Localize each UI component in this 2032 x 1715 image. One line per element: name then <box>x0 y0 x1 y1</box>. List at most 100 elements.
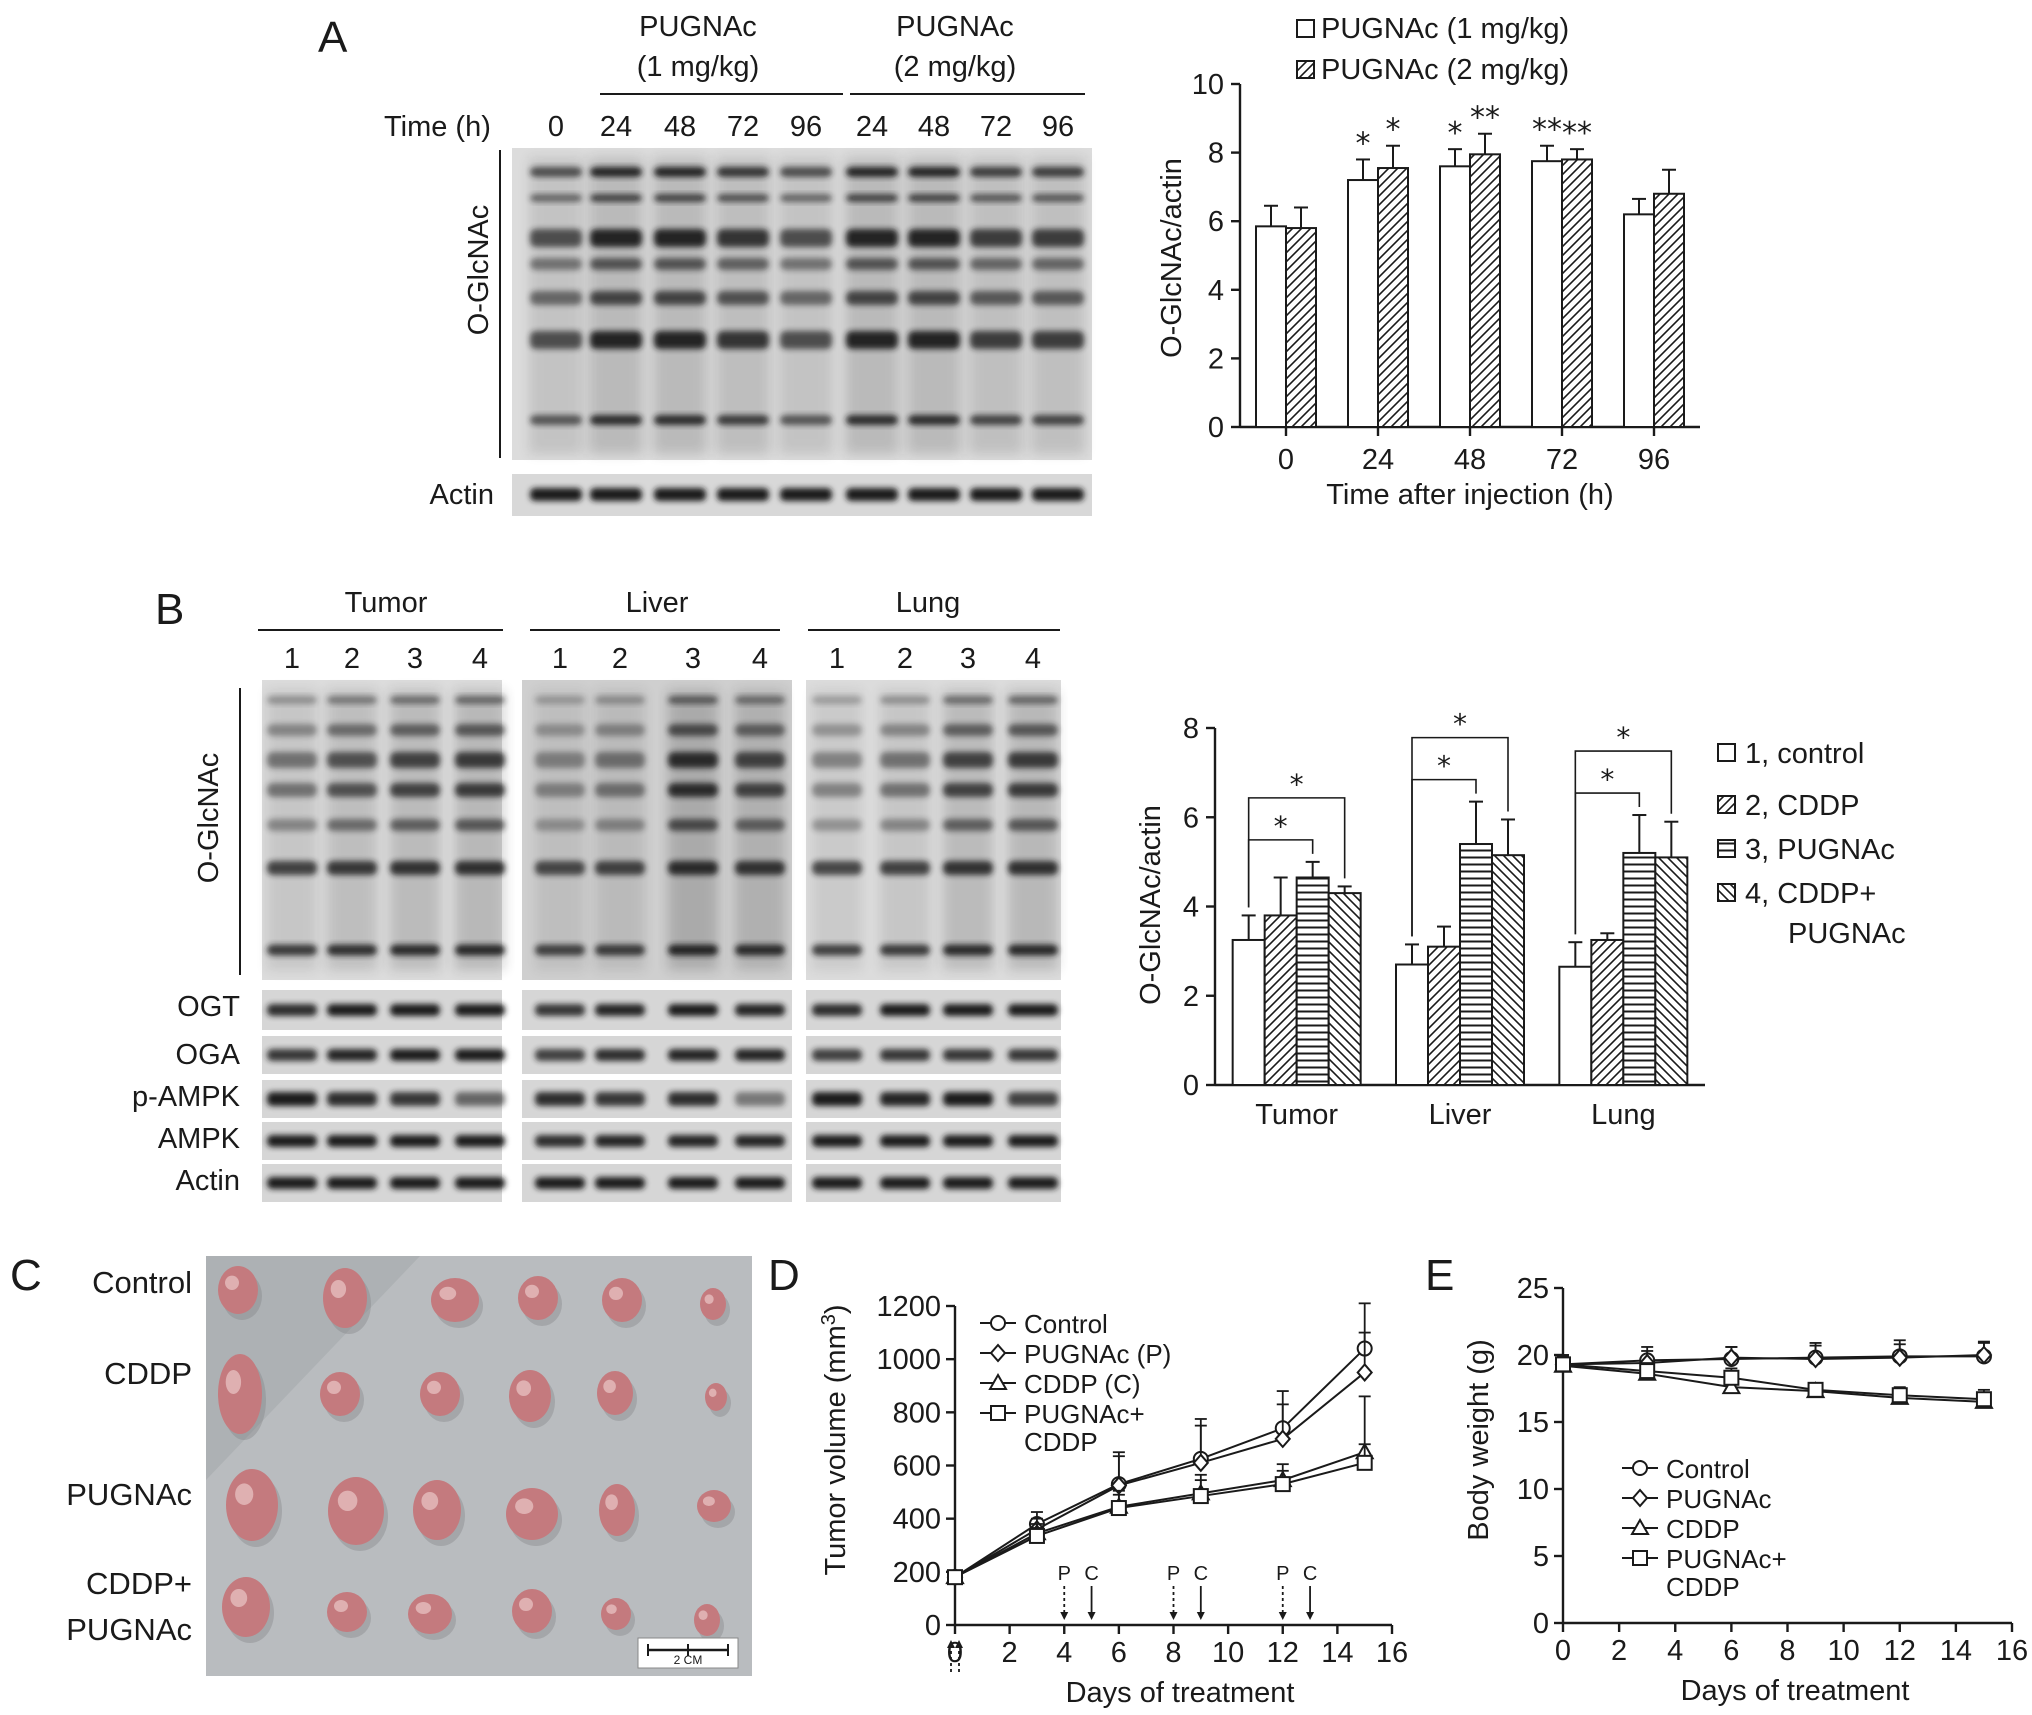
photo-c-tumor-r3-4 <box>506 1488 558 1540</box>
chart-e-x-tick-label-4: 4 <box>1667 1635 1683 1667</box>
blot-b-lung-lane-3: 3 <box>960 643 976 675</box>
blot-a-lane-2-label: 24 <box>600 111 632 143</box>
chart-d-annotation-6-label: C <box>1303 1563 1317 1585</box>
blot-b-tumor-band-l2-r6 <box>327 861 377 875</box>
chart-b-bar-s3-c3 <box>1622 851 1657 1087</box>
chart-a-x-tick-label-72: 72 <box>1546 444 1578 476</box>
chart-e-series-2-point-6 <box>1975 1345 1993 1365</box>
chart-b-legend-label-1: 1, control <box>1745 738 1864 770</box>
photo-c-tumor-r2-4 <box>509 1370 551 1422</box>
blot-b-lung-actin-band-1 <box>812 1177 862 1189</box>
blot-b-tumor-band-l1-r4 <box>267 783 317 797</box>
photo-c-tumor-r2-6-highlight <box>708 1388 717 1398</box>
photo-c-tumor-r1-4 <box>518 1276 558 1320</box>
chart-a-bar-s2-c4-significance: ** <box>1562 116 1592 151</box>
blot-a-band-l3-r2 <box>654 194 706 202</box>
chart-e-legend-label-3: CDDP <box>1666 1514 1740 1544</box>
blot-b-lung-band-l2-r7 <box>880 944 930 956</box>
chart-e-legend-label-1: Control <box>1666 1454 1750 1484</box>
chart-a-bar-s1-c3 <box>1439 165 1471 428</box>
blot-b-lung-oga-band-2 <box>880 1049 930 1061</box>
chart-b-legend-label-2: 2, CDDP <box>1745 790 1859 822</box>
blot-b-tissue-lung: Lung <box>896 587 961 619</box>
blot-a-band-l9-r2 <box>1032 194 1084 202</box>
blot-b-liver-band-l2-r1 <box>595 696 645 704</box>
blot-b-row-label-oga: OGA <box>176 1039 241 1071</box>
chart-b-y-tick-label-6: 6 <box>1183 802 1199 834</box>
chart-d-annotation-6-arrow-head <box>1306 1612 1315 1620</box>
photo-c-row-label-pugnac: PUGNAc <box>66 1477 192 1512</box>
blot-b-tumor-band-l4-r2 <box>455 724 505 736</box>
blot-a-band-l8-r2 <box>970 194 1022 202</box>
chart-e-y-tick-label-20: 20 <box>1517 1340 1549 1372</box>
photo-c-tumor-r1-5-highlight <box>609 1286 623 1300</box>
blot-b-tumor-band-l1-r5 <box>267 819 317 831</box>
photo-c-tumor-r4-6-highlight <box>698 1610 708 1620</box>
blot-b-tissue-tumor: Tumor <box>345 587 428 619</box>
chart-e-ylabel: Body weight (g) <box>1463 1339 1495 1541</box>
photo-c-tumor-r4-1 <box>222 1577 270 1637</box>
blot-a-band-l4-r1 <box>717 167 769 177</box>
blot-b-liver-band-l2-r3 <box>595 752 645 768</box>
chart-d-annotation-2-arrow-head <box>1087 1612 1096 1620</box>
blot-b-tumor-band-l3-r6 <box>390 861 440 875</box>
panel-letter-d: D <box>768 1251 800 1300</box>
blot-b-row-label-actin: Actin <box>176 1165 240 1197</box>
chart-d-start-arrow-head-2 <box>955 1640 963 1648</box>
blot-b-row-label-oglcnac: O-GlcNAc <box>193 753 225 884</box>
blot-b-liver-band-l1-r3 <box>535 752 585 768</box>
photo-c-row-label-combo-line1: CDDP+ <box>86 1566 192 1601</box>
blot-b-lung-band-l1-r4 <box>812 783 862 797</box>
blot-b-liver-ogt-band-1 <box>535 1004 585 1016</box>
chart-d-y-tick-label-600: 600 <box>893 1451 941 1483</box>
blot-b-lung-p-ampk-band-1 <box>812 1092 862 1106</box>
panel-letter-c: C <box>10 1251 42 1300</box>
blot-b-liver-band-l2-r5 <box>595 819 645 831</box>
blot-a-band-l8-r7 <box>970 415 1022 425</box>
chart-e-y-tick-label-25: 25 <box>1517 1273 1549 1305</box>
chart-e-series-4-point-1 <box>1555 1356 1571 1373</box>
chart-b-y-tick-label-8: 8 <box>1183 713 1199 745</box>
blot-b-liver-band-l2-r7 <box>595 944 645 956</box>
photo-c-tumor-r4-5-highlight <box>606 1604 617 1614</box>
blot-b-lung-band-l4-r2 <box>1008 724 1058 736</box>
blot-a-band-l8-r4 <box>970 258 1022 270</box>
panel-d-chart: Tumor volume (mm3) Days of treatment 0 2 4… <box>818 1291 1408 1709</box>
blot-b-liver-ogt-band-4 <box>735 1004 785 1016</box>
blot-a-band-l5-r3 <box>780 229 832 247</box>
blot-b-liver-p-ampk-band-2 <box>595 1092 645 1106</box>
blot-b-liver-actin-band-4 <box>735 1177 785 1189</box>
blot-b-tumor-ampk-band-2 <box>327 1135 377 1147</box>
blot-b-lung-band-l4-r5 <box>1008 819 1058 831</box>
blot-b-row-label-p-ampk: p-AMPK <box>132 1081 241 1113</box>
chart-e-y-tick-label-15: 15 <box>1517 1407 1549 1439</box>
blot-b-lung-band-l3-r7 <box>943 944 993 956</box>
blot-a-band-l9-r4 <box>1032 258 1084 270</box>
chart-e-series-3-line <box>1562 1364 1984 1403</box>
photo-c-tumor-r3-5 <box>599 1484 635 1536</box>
photo-c-tumor-r2-3 <box>420 1372 460 1416</box>
chart-e-series-4-point-5 <box>1891 1387 1908 1404</box>
blot-b-tumor-band-l1-r1 <box>267 696 317 704</box>
blot-a-band-l6-r1 <box>846 167 898 177</box>
chart-d-annotation-2-label: C <box>1084 1563 1098 1585</box>
chart-b-significance-6-bracket <box>1574 750 1673 935</box>
blot-a-lane-8-label: 72 <box>980 111 1012 143</box>
blot-a-band-l3-r3 <box>654 229 706 247</box>
chart-e-series-4-line <box>1562 1363 1984 1401</box>
blot-a-band-l6-r4 <box>846 258 898 270</box>
blot-a-band-l2-r7 <box>590 415 642 425</box>
blot-b-tumor-band-l3-r7 <box>390 944 440 956</box>
blot-a-row-label-actin: Actin <box>430 479 494 511</box>
blot-b-lung-ampk-band-1 <box>812 1135 862 1147</box>
panel-letter-a: A <box>318 13 348 62</box>
blot-b-tumor-oga-band-4 <box>455 1049 505 1061</box>
blot-b-liver-p-ampk-band-3 <box>668 1092 718 1106</box>
blot-b-lung-band-l1-r5 <box>812 819 862 831</box>
blot-b-tumor-band-l3-r5 <box>390 819 440 831</box>
chart-b-legend-swatch-4 <box>1717 883 1736 902</box>
blot-a-lane-8-smear <box>969 158 1023 454</box>
blot-a-band-l8-r1 <box>970 167 1022 177</box>
blot-b-lung-lane-1: 1 <box>829 643 845 675</box>
chart-d-series-1-line <box>954 1347 1366 1578</box>
